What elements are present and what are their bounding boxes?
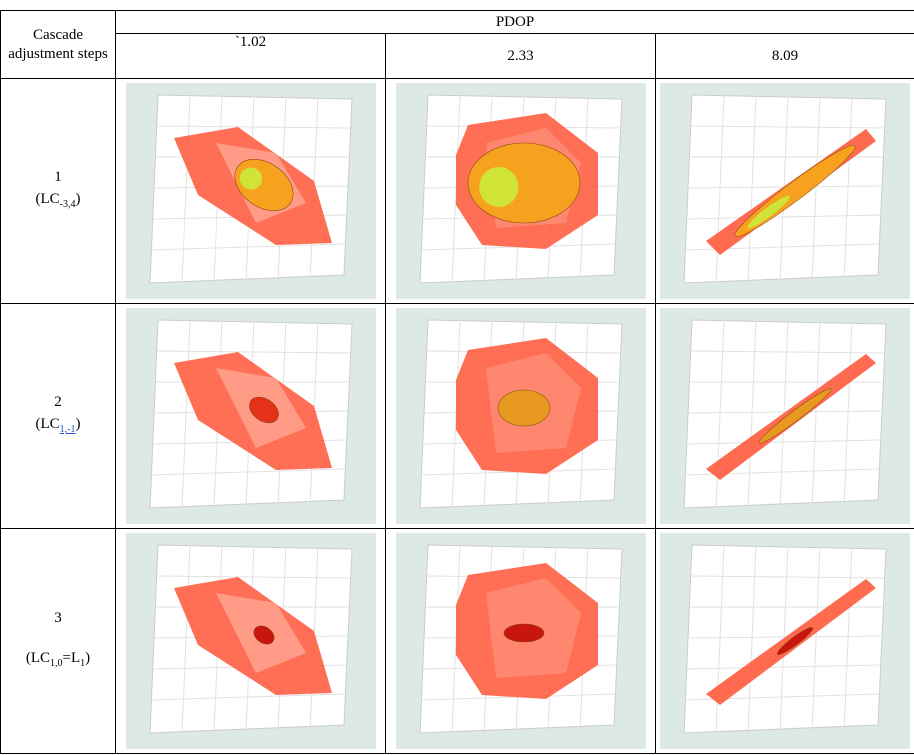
label-text: ) (85, 650, 91, 666)
plot-image (395, 308, 646, 524)
plot-grid (686, 664, 881, 670)
plot-grid (811, 544, 821, 734)
plot-cell (385, 303, 656, 529)
label-subscript: -3,4 (59, 199, 76, 210)
header-row: Cascade adjustment steps PDOP (0, 10, 914, 79)
plot-cell (654, 528, 914, 754)
ellipsoid-highlight (239, 167, 262, 190)
plot-image (125, 533, 376, 749)
plot-grid (181, 94, 190, 284)
spacer (1, 629, 115, 647)
step-label: (LC-3,4) (1, 188, 115, 216)
step-label: (LC1,-1) (1, 413, 115, 441)
plot-image (660, 533, 911, 749)
ellipsoid-highlight (478, 167, 518, 207)
plot-grid (686, 214, 881, 220)
plot-image (125, 308, 376, 524)
header-row: `1.02 2.33 8.09 (1, 33, 914, 79)
plot-grid (843, 319, 853, 509)
corner-header: Cascade adjustment steps (0, 10, 116, 79)
step-label: (LC1,0=L1) (1, 647, 115, 675)
ellipsoid (776, 627, 814, 655)
label-text: =L (62, 650, 81, 666)
plot-cell (115, 528, 386, 754)
plot-grid (181, 544, 190, 734)
step-number: 1 (54, 169, 62, 185)
plot-grid (747, 94, 757, 284)
label-text: (LC (25, 650, 51, 666)
ellipsoid (253, 625, 274, 645)
plot-grid (843, 94, 853, 284)
step-number: 2 (54, 394, 62, 410)
step-number: 3 (54, 610, 62, 626)
step-cell: 3 (LC1,0=L1) (0, 528, 116, 754)
group-header: PDOP (114, 10, 914, 34)
plot-grid (686, 439, 881, 445)
label-text: (LC (35, 416, 60, 432)
plot-image (660, 308, 911, 524)
data-row: 3 (LC1,0=L1) (0, 528, 914, 754)
plot-image (395, 533, 646, 749)
label-text: (LC (35, 191, 60, 207)
plot-grid (811, 319, 821, 509)
plot-grid (150, 468, 346, 476)
label-subscript: 1,0 (50, 658, 63, 669)
data-row: 1 (LC-3,4) (0, 78, 914, 304)
plot-cell (654, 303, 914, 529)
label-text: ) (75, 191, 81, 207)
plot-grid (747, 544, 757, 734)
plot-grid (688, 410, 883, 414)
plot-cell (385, 528, 656, 754)
step-cell: 1 (LC-3,4) (0, 78, 116, 304)
plot-cell (115, 303, 386, 529)
plot-grid (150, 243, 346, 251)
plot-grid (747, 319, 757, 509)
step-cell: 2 (LC1,-1) (0, 303, 116, 529)
ellipsoid (503, 623, 544, 643)
column-header: 2.33 (385, 33, 656, 79)
plot-grid (150, 693, 346, 701)
label-text: ) (75, 416, 81, 432)
label-subscript: 1,-1 (59, 424, 76, 435)
column-header: 8.09 (654, 33, 914, 79)
plot-cell (654, 78, 914, 304)
plot-cell (385, 78, 656, 304)
ellipsoid (758, 388, 832, 444)
plot-grid (843, 544, 853, 734)
column-header: `1.02 (115, 33, 386, 79)
ellipsoid (497, 389, 550, 427)
ellipsoid (248, 396, 279, 424)
ellipsoid-highlight (747, 195, 790, 229)
data-row: 2 (LC1,-1) (0, 303, 914, 529)
label-subscript: 1 (80, 658, 86, 669)
plot-grid (688, 635, 883, 639)
plot-grid (181, 319, 190, 509)
plot-image (660, 83, 911, 299)
plot-grid (811, 94, 821, 284)
plot-image (125, 83, 376, 299)
results-table: Cascade adjustment steps PDOP `1.02 2.33 8… (0, 10, 914, 754)
plot-image (395, 83, 646, 299)
plot-cell (115, 78, 386, 304)
